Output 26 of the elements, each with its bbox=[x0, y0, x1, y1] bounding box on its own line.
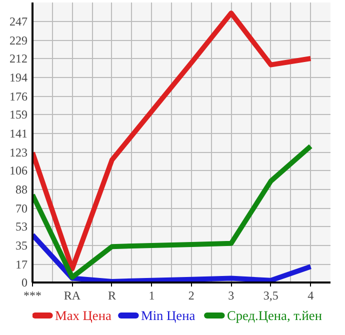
y-tick-label: 53 bbox=[16, 220, 28, 234]
y-tick-label: 17 bbox=[16, 258, 28, 272]
x-tick-label: 3 bbox=[228, 288, 234, 302]
y-tick-label: 35 bbox=[16, 238, 28, 253]
x-tick-label: 4 bbox=[308, 288, 314, 302]
y-tick-label: 70 bbox=[16, 202, 28, 216]
legend-label: Сред.Цена, т.йен bbox=[226, 308, 322, 323]
y-tick-label: 194 bbox=[10, 70, 28, 85]
y-tick-label: 123 bbox=[10, 146, 28, 160]
y-tick-label: 176 bbox=[10, 90, 28, 104]
legend-label: Max Цена bbox=[55, 308, 112, 323]
x-tick-label: RA bbox=[64, 288, 81, 302]
x-tick-label: 1 bbox=[148, 288, 155, 302]
y-tick-label: 247 bbox=[10, 14, 28, 29]
x-tick-label: 2 bbox=[188, 288, 194, 302]
y-tick-label: 88 bbox=[16, 182, 28, 197]
x-tick-label: *** bbox=[24, 288, 42, 302]
x-tick-label: 3,5 bbox=[263, 288, 278, 302]
y-tick-label: 106 bbox=[10, 164, 28, 178]
y-tick-label: 159 bbox=[10, 108, 28, 122]
y-tick-label: 212 bbox=[10, 52, 28, 66]
y-tick-label: 141 bbox=[10, 126, 28, 141]
y-tick-label: 229 bbox=[10, 34, 28, 48]
y-tick-label: 0 bbox=[22, 276, 28, 290]
legend-label: Min Цена bbox=[141, 308, 196, 323]
x-tick-label: R bbox=[108, 288, 116, 302]
